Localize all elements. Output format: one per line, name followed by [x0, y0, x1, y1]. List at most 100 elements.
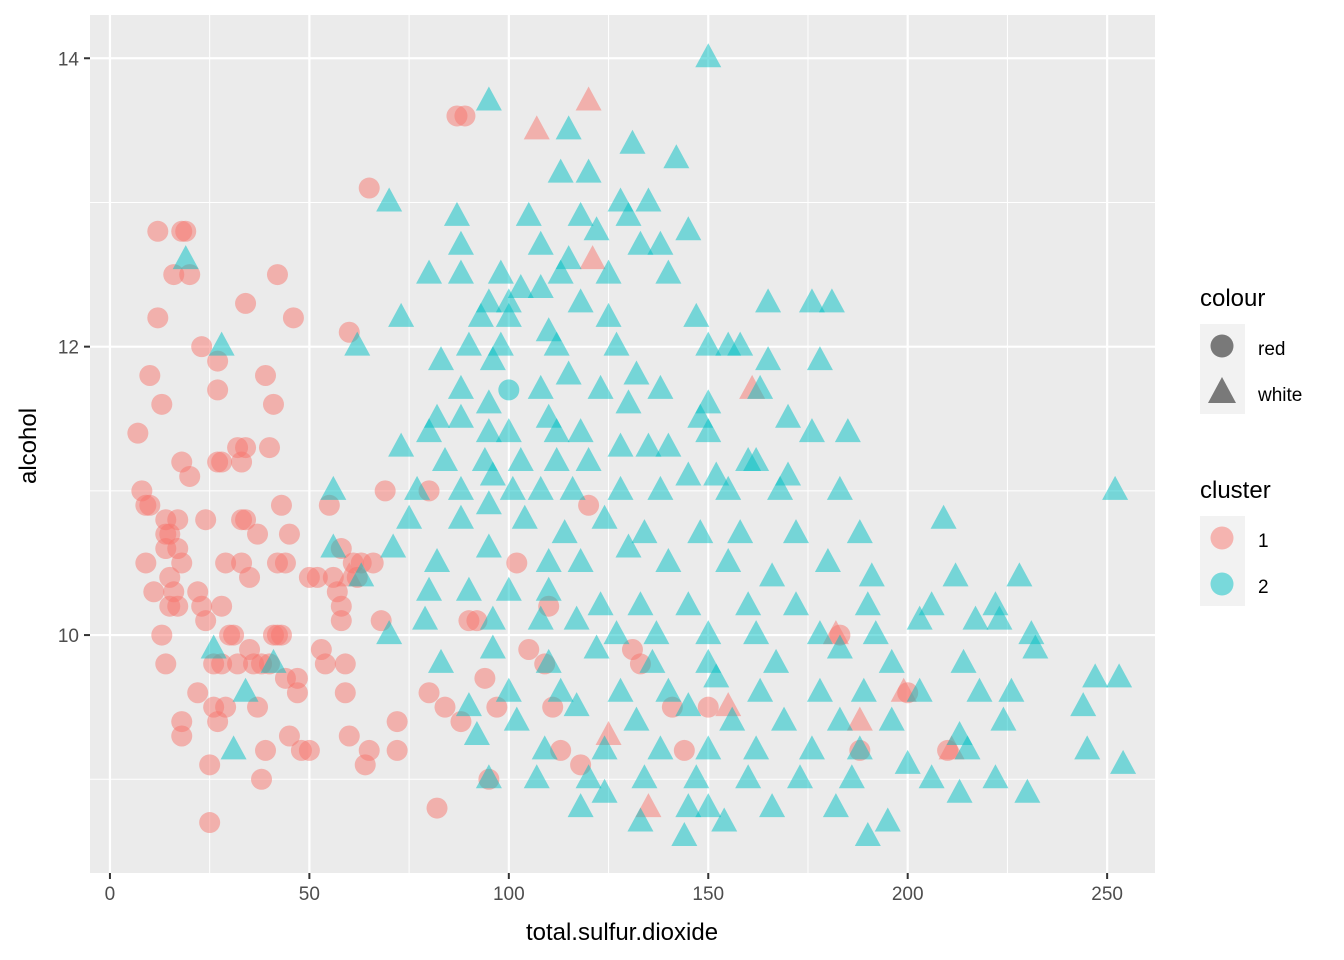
data-point-triangle [543, 418, 570, 443]
data-point-triangle [575, 764, 602, 789]
data-point-triangle [527, 605, 554, 630]
data-point-circle [486, 696, 508, 718]
data-point-triangle [647, 735, 674, 760]
data-point-triangle [559, 475, 586, 500]
data-point-triangle [495, 288, 522, 313]
data-point-circle [195, 509, 217, 531]
data-point-triangle [755, 346, 782, 371]
data-point-triangle [527, 230, 554, 255]
data-point-triangle [567, 793, 594, 818]
data-point-circle [286, 667, 308, 689]
data-point-triangle [675, 591, 702, 616]
data-point-triangle [655, 677, 682, 702]
data-point-triangle [535, 576, 562, 601]
data-point-triangle [475, 764, 502, 789]
data-point-triangle [715, 475, 742, 500]
data-point-triangle [854, 821, 881, 846]
data-point-triangle [639, 648, 666, 673]
x-tick-label: 100 [493, 884, 525, 905]
data-point-triangle [838, 764, 865, 789]
data-point-triangle [647, 475, 674, 500]
data-point-circle [334, 653, 356, 675]
data-point-triangle [320, 475, 347, 500]
data-point-triangle [475, 533, 502, 558]
legend-cluster-2-icon [1210, 572, 1234, 596]
data-point-triangle [547, 677, 574, 702]
x-tick-label: 50 [299, 884, 320, 905]
data-point-circle [139, 365, 161, 387]
data-point-triangle [543, 447, 570, 472]
data-point-triangle [619, 129, 646, 154]
data-point-triangle [627, 230, 654, 255]
data-point-circle [374, 480, 396, 502]
legend-triangle-icon [1208, 377, 1236, 403]
data-point-triangle [555, 115, 582, 140]
data-point-triangle [563, 605, 590, 630]
data-point-triangle [563, 692, 590, 717]
data-point-triangle [432, 447, 458, 472]
data-point-triangle [447, 374, 474, 399]
data-point-triangle [1018, 620, 1045, 645]
data-point-triangle [683, 302, 710, 327]
data-point-triangle [906, 677, 933, 702]
data-point-triangle [787, 764, 813, 789]
data-point-triangle [467, 302, 494, 327]
data-point-triangle [388, 432, 415, 457]
data-point-circle [223, 624, 245, 646]
data-point-triangle [735, 591, 762, 616]
data-point-triangle [232, 677, 259, 702]
data-point-circle [474, 667, 496, 689]
data-point-triangle [260, 648, 287, 673]
y-tick-label: 10 [58, 626, 79, 647]
data-point-circle [330, 595, 352, 617]
data-point-triangle [475, 389, 502, 414]
data-point-triangle [595, 302, 622, 327]
data-point-triangle [894, 749, 921, 774]
data-point-triangle [798, 418, 825, 443]
data-point-circle [235, 437, 257, 459]
legend-circle-icon [1210, 334, 1234, 358]
data-point-triangle [447, 259, 474, 284]
data-point-triangle [547, 259, 574, 284]
data-point-triangle [495, 302, 522, 327]
data-point-circle [199, 812, 221, 834]
data-point-circle [318, 494, 340, 516]
data-point-triangle [348, 562, 375, 587]
data-point-circle [227, 653, 249, 675]
data-point-circle [286, 682, 308, 704]
data-point-triangle [675, 692, 702, 717]
data-point-triangle [603, 331, 630, 356]
data-point-circle [135, 552, 157, 574]
data-point-circle [270, 494, 292, 516]
data-point-triangle [220, 735, 247, 760]
data-point-triangle [200, 634, 227, 659]
data-point-triangle [543, 331, 570, 356]
data-point-triangle [583, 634, 610, 659]
data-point-circle [282, 307, 304, 329]
data-point-circle [278, 725, 300, 747]
data-point-circle [167, 509, 189, 531]
data-point-triangle [675, 216, 702, 241]
data-point-triangle [455, 692, 482, 717]
data-point-triangle [966, 677, 993, 702]
data-point-circle [673, 739, 695, 761]
data-point-triangle [567, 201, 594, 226]
data-point-circle [235, 509, 257, 531]
data-point-circle [358, 739, 380, 761]
data-point-circle [518, 638, 540, 660]
data-point-triangle [416, 259, 443, 284]
data-point-triangle [507, 273, 534, 298]
data-point-circle [207, 379, 229, 401]
data-point-triangle [527, 374, 554, 399]
data-point-circle [386, 711, 408, 733]
data-point-triangle [962, 605, 989, 630]
data-point-circle [255, 739, 277, 761]
data-point-triangle [567, 288, 594, 313]
x-tick-label: 200 [892, 884, 924, 905]
data-point-triangle [475, 418, 502, 443]
data-point-triangle [655, 432, 682, 457]
data-point-triangle [735, 764, 762, 789]
data-point-triangle [627, 591, 654, 616]
data-point-triangle [854, 591, 881, 616]
